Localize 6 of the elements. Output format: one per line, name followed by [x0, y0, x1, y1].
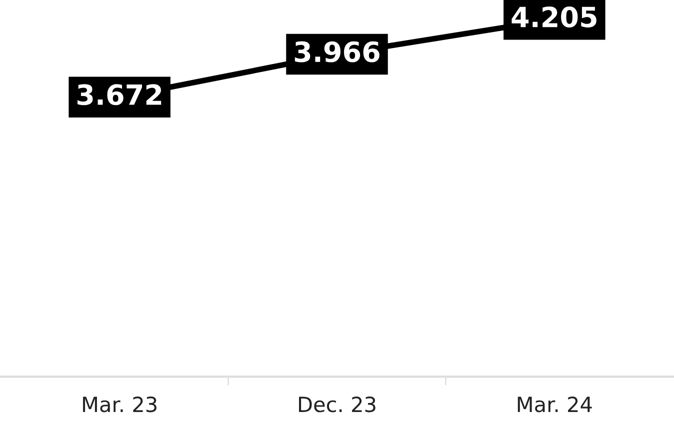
x-tick-label: Dec. 23 [299, 396, 376, 412]
x-tick-label: Mar. 23 [83, 396, 156, 412]
data-label: 3.966 [294, 41, 380, 62]
data-label: 4.205 [512, 6, 596, 28]
data-label: 3.672 [78, 84, 162, 106]
x-tick-label: Mar. 24 [518, 396, 592, 412]
